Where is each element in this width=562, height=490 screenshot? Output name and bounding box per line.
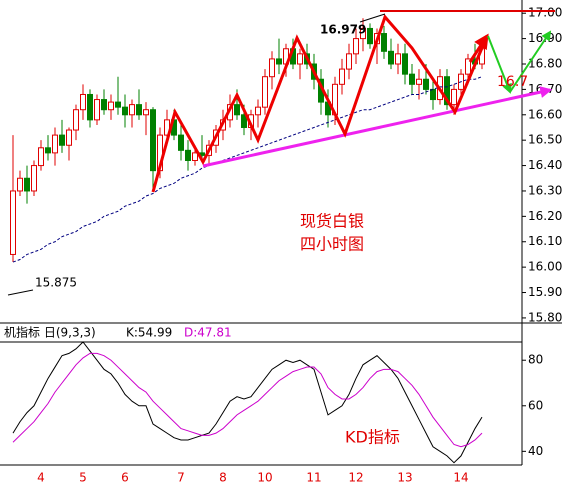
candle-body [38,147,44,167]
moving-average [12,76,483,263]
candle-body [185,149,191,161]
kd-line [12,341,483,464]
x-tick-label: 13 [397,471,412,485]
y-tick-label: 16.40 [528,158,562,172]
candle-body [367,27,373,45]
y-tick-label: 16.50 [528,133,562,147]
y-tick-label: 16.80 [528,57,562,71]
candle-body [276,58,282,65]
y-tick-label: 15.80 [528,310,562,324]
high-annotation: 16.979 [320,23,366,37]
candle-body [234,104,240,116]
candle-body [339,68,345,85]
candle-body [87,93,93,121]
candle-body [59,134,65,146]
candle-body [66,129,72,146]
candle-body [409,73,415,85]
y-tick-label: 16.60 [528,107,562,121]
candle-body [395,53,401,65]
x-tick-label: 8 [219,471,227,485]
chart-title: 现货白银 [300,212,364,231]
arrow [468,33,489,63]
trend-line [202,86,553,168]
target-annotation: 16.7 [497,74,528,90]
candle-body [94,99,100,121]
candle-body [122,106,128,116]
kd-panel: 机指标 日(9,3,3) K:54.99 D:47.81 KD指标 40 60 80… [4,325,543,485]
kd-note: KD指标 [345,428,400,447]
frame [0,0,562,466]
candle-body [24,177,30,192]
candle-body [192,152,198,161]
candle-body [430,88,436,101]
candle-body [465,58,471,75]
candle-body [381,33,387,52]
x-tick-label: 7 [177,471,185,485]
candle-body [423,78,429,90]
candle-body [451,88,457,106]
x-tick-label: 6 [121,471,129,485]
kd-line [12,352,483,448]
candle-body [45,147,51,154]
chart-subtitle: 四小时图 [300,235,364,254]
candle-body [444,76,450,106]
candle-body [353,38,359,55]
y-tick-label: 17.00 [528,6,562,20]
leader-line [359,13,386,23]
candle-body [150,109,156,172]
y-tick-label: 60 [528,398,543,412]
y-tick-label: 16.10 [528,234,562,248]
forecast-arrow [487,35,512,94]
d-label: D:47.81 [184,326,232,340]
wave-arrows [151,14,489,193]
candle-body [255,106,261,116]
candle-body [101,99,107,111]
candle-body [108,101,114,111]
candle-body [241,114,247,128]
candle-body [360,27,366,40]
candle-body [129,104,135,116]
candle-body [52,134,58,154]
candle-body [178,134,184,151]
candle-body [31,165,37,192]
price-panel: 15.80 15.90 16.00 16.10 16.20 16.30 16.40 16.50… [10,6,562,324]
candle-body [297,53,303,65]
candle-body [262,76,268,108]
candle-body [17,177,23,192]
candle-body [10,190,16,255]
analyst-drawings: 16.979 15.875 16.7 现货白银 四小时图 [7,10,555,296]
y-tick-label: 40 [528,444,543,458]
y-tick-label: 80 [528,353,543,367]
candle-body [346,53,352,70]
y-tick-label: 16.30 [528,183,562,197]
x-tick-label: 12 [348,471,363,485]
candle-body [136,104,142,116]
candle-body [269,58,275,78]
candle-body [416,78,422,85]
y-tick-label: 16.20 [528,209,562,223]
candle-body [80,93,86,111]
candle-body [73,109,79,131]
candle-body [115,101,121,108]
y-tick-label: 16.00 [528,260,562,274]
y-tick-label: 15.90 [528,285,562,299]
x-tick-label: 4 [37,471,45,485]
x-tick-label: 14 [453,471,468,485]
candle-body [143,109,149,116]
kd-title: 机指标 日(9,3,3) [4,325,96,340]
k-label: K:54.99 [126,326,172,340]
candle-body [388,50,394,65]
x-tick-label: 10 [257,471,272,485]
candle-body [402,53,408,75]
low-annotation: 15.875 [35,276,77,290]
x-tick-label: 11 [306,471,321,485]
x-tick-label: 5 [79,471,87,485]
leader-line [7,289,34,296]
forecast-arrow [509,30,552,93]
